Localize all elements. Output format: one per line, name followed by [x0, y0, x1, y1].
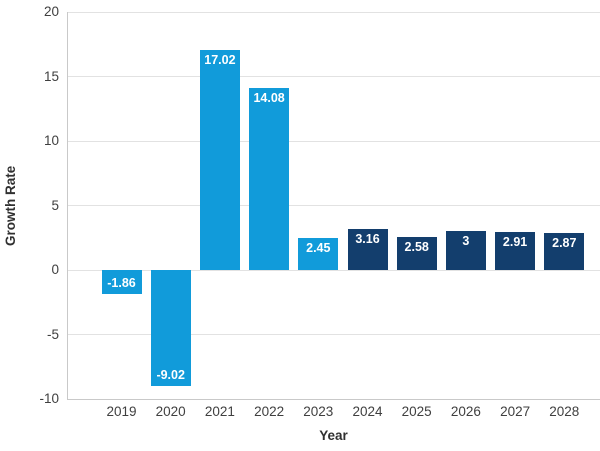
gridline	[67, 269, 600, 271]
bar	[495, 232, 536, 270]
x-tick-label: 2020	[155, 404, 186, 419]
bar	[249, 88, 290, 270]
x-tick-label: 2026	[450, 404, 481, 419]
gridline	[67, 76, 600, 77]
y-tick-label: -5	[46, 326, 59, 342]
y-tick-label: -10	[39, 391, 59, 406]
x-tick-label: 2022	[254, 404, 285, 419]
bar-value-label: -1.86	[107, 275, 136, 290]
gridline	[67, 11, 600, 13]
gridline	[67, 205, 600, 206]
bar-value-label: -9.02	[156, 368, 185, 383]
x-tick-label: 2027	[500, 404, 531, 419]
bar	[445, 231, 486, 270]
bar	[544, 232, 585, 270]
gridline	[67, 140, 600, 142]
x-tick-label: 2021	[204, 404, 235, 419]
bar	[150, 270, 191, 387]
x-axis-title: Year	[319, 428, 348, 443]
bar	[298, 238, 339, 270]
bar-value-label: 3	[462, 234, 470, 249]
bar	[101, 270, 142, 294]
bar-value-label: 17.02	[204, 53, 236, 68]
y-tick-label: 10	[43, 133, 59, 148]
bar	[199, 50, 240, 270]
x-tick-label: 2023	[303, 404, 334, 419]
plot-area: -1.86 -9.02 17.02 14.08 2.45 3.16 2.58 3 2.91 2.8…	[67, 11, 600, 400]
bar	[396, 236, 437, 270]
x-tick-label: 2025	[401, 404, 432, 419]
y-tick-label: 20	[43, 4, 59, 19]
y-tick-label: 5	[51, 197, 59, 213]
bar-value-label: 2.58	[404, 239, 429, 254]
x-tick-label: 2024	[352, 404, 383, 419]
bar-value-label: 2.91	[502, 235, 528, 250]
bar	[347, 229, 388, 270]
gridline	[67, 398, 600, 400]
bar-value-label: 2.45	[306, 241, 331, 256]
x-tick-label: 2028	[549, 404, 580, 419]
y-axis-line	[67, 12, 68, 399]
y-tick-label: 15	[43, 68, 59, 84]
bar-value-label: 2.87	[552, 235, 577, 250]
bar-value-label: 3.16	[355, 232, 380, 247]
gridline	[67, 334, 600, 335]
x-tick-label: 2019	[106, 404, 137, 419]
y-tick-label: 0	[51, 262, 59, 277]
bar-value-label: 14.08	[253, 91, 285, 106]
